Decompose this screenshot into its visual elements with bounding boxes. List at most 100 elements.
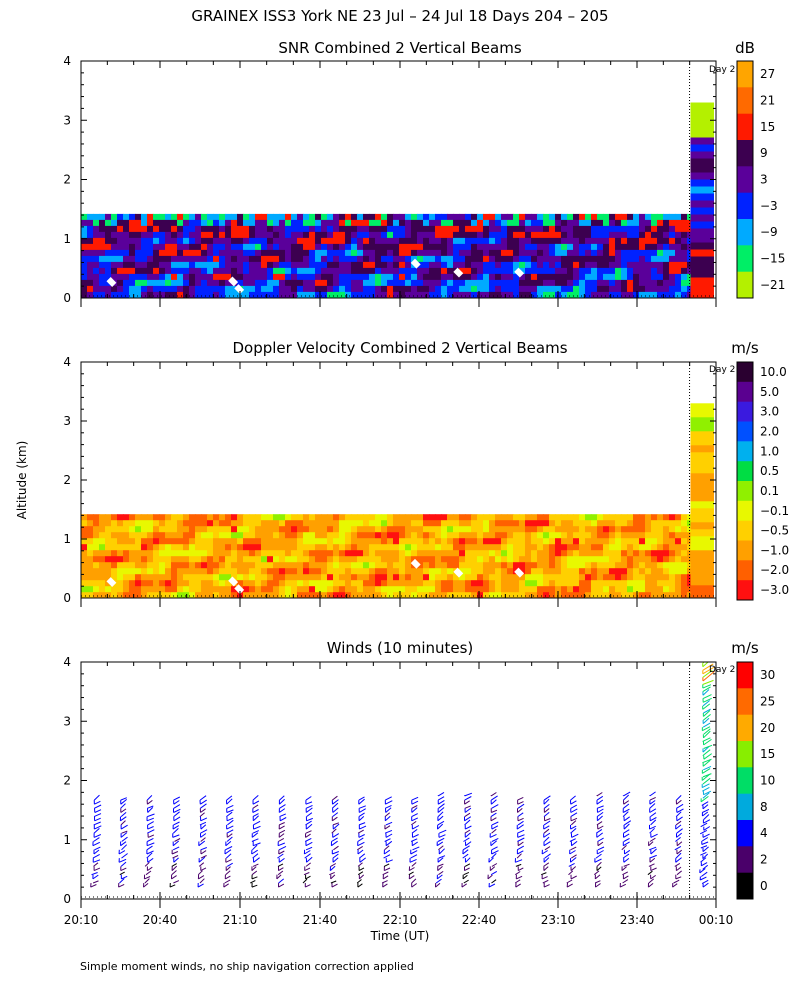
heatmap-cell	[669, 574, 676, 581]
heatmap-cell	[333, 255, 340, 263]
colorbar-segment	[737, 481, 753, 502]
heatmap-cell	[285, 261, 292, 269]
heatmap-cell	[189, 285, 196, 293]
heatmap-cell	[429, 219, 436, 227]
heatmap-cell	[225, 556, 232, 563]
heatmap-cell	[387, 568, 394, 575]
heatmap-cell	[435, 213, 442, 221]
wind-barb	[703, 728, 711, 735]
wind-barb	[543, 862, 550, 867]
heatmap-cell	[303, 243, 310, 251]
heatmap-cell	[657, 538, 664, 545]
heatmap-cell	[213, 213, 220, 221]
heatmap-cell	[111, 532, 118, 539]
heatmap-cell	[543, 249, 550, 257]
heatmap-cell	[273, 520, 280, 527]
heatmap-cell	[93, 562, 100, 569]
heatmap-cell	[363, 267, 370, 275]
heatmap-cell	[597, 243, 604, 251]
wind-barb	[543, 828, 550, 834]
heatmap-cell	[327, 580, 334, 587]
heatmap-cell	[567, 213, 574, 221]
heatmap-cell	[315, 279, 322, 287]
heatmap-cell	[369, 249, 376, 257]
heatmap-cell	[579, 526, 586, 533]
heatmap-cell	[159, 580, 166, 587]
heatmap-cell	[213, 237, 220, 245]
heatmap-cell	[237, 213, 244, 221]
heatmap-cell	[579, 225, 586, 233]
heatmap-cell	[171, 580, 178, 587]
wind-barb	[329, 871, 335, 876]
heatmap-cell	[651, 574, 658, 581]
heatmap-cell	[603, 580, 610, 587]
heatmap-cell	[351, 231, 358, 239]
heatmap-cell	[165, 285, 172, 293]
heatmap-cell	[603, 568, 610, 575]
heatmap-cell	[291, 520, 298, 527]
heatmap-cell	[681, 213, 688, 221]
wind-barb	[356, 879, 362, 884]
heatmap-cell	[633, 550, 640, 557]
heatmap-cell	[261, 538, 268, 545]
heatmap-cell	[501, 255, 508, 263]
colorbar-label: 5.0	[760, 385, 779, 399]
heatmap-cell	[279, 538, 286, 545]
heatmap-cell	[111, 255, 118, 263]
heatmap-cell	[243, 532, 250, 539]
heatmap-cell	[675, 273, 682, 281]
heatmap-cell	[489, 592, 496, 598]
wind-barb	[622, 879, 629, 884]
heatmap-cell	[141, 562, 148, 569]
heatmap-cell	[453, 273, 460, 281]
heatmap-cell	[345, 237, 352, 245]
heatmap-cell	[531, 574, 538, 581]
heatmap-cell	[369, 532, 376, 539]
heatmap-cell	[303, 532, 310, 539]
heatmap-cell	[93, 237, 100, 245]
heatmap-cell	[681, 285, 688, 293]
heatmap-cell	[177, 219, 184, 227]
heatmap-cell	[249, 291, 256, 298]
heatmap-cell	[573, 568, 580, 575]
heatmap-cell	[171, 520, 178, 527]
heatmap-cell	[351, 243, 358, 251]
wind-barb	[489, 833, 497, 838]
heatmap-cell	[105, 526, 112, 533]
heatmap-cell	[345, 568, 352, 575]
heatmap-cell	[639, 267, 646, 275]
heatmap-cell	[249, 526, 256, 533]
heatmap-cell	[519, 237, 526, 245]
heatmap-cell	[87, 243, 94, 251]
heatmap-cell	[591, 580, 598, 587]
heatmap-cell	[471, 556, 478, 563]
velocity-day-label: Day 2	[709, 365, 735, 375]
heatmap-cell	[627, 255, 634, 263]
wind-barb	[385, 833, 393, 838]
heatmap-cell	[417, 219, 424, 227]
heatmap-cell	[117, 279, 124, 287]
heatmap-cell	[591, 520, 598, 527]
heatmap-cell	[303, 291, 310, 298]
heatmap-cell	[411, 586, 418, 593]
heatmap-cell	[87, 592, 94, 598]
heatmap-cell	[87, 225, 94, 233]
wind-barb	[330, 863, 337, 867]
heatmap-cell	[423, 249, 430, 257]
heatmap-cell	[93, 538, 100, 545]
heatmap-cell	[129, 592, 136, 598]
heatmap-cell	[141, 592, 148, 598]
snr-title: SNR Combined 2 Vertical Beams	[278, 39, 521, 57]
heatmap-cell	[489, 574, 496, 581]
wind-barb	[251, 838, 259, 842]
heatmap-cell	[471, 231, 478, 239]
wind-barb	[462, 845, 470, 851]
heatmap-cell	[675, 586, 682, 593]
heatmap-cell	[159, 219, 166, 227]
heatmap-cell	[363, 285, 370, 293]
colorbar-label: 0	[760, 879, 768, 893]
heatmap-cell	[333, 574, 340, 581]
wind-barb	[702, 703, 711, 710]
heatmap-cell	[561, 538, 568, 545]
heatmap-cell	[219, 580, 226, 587]
